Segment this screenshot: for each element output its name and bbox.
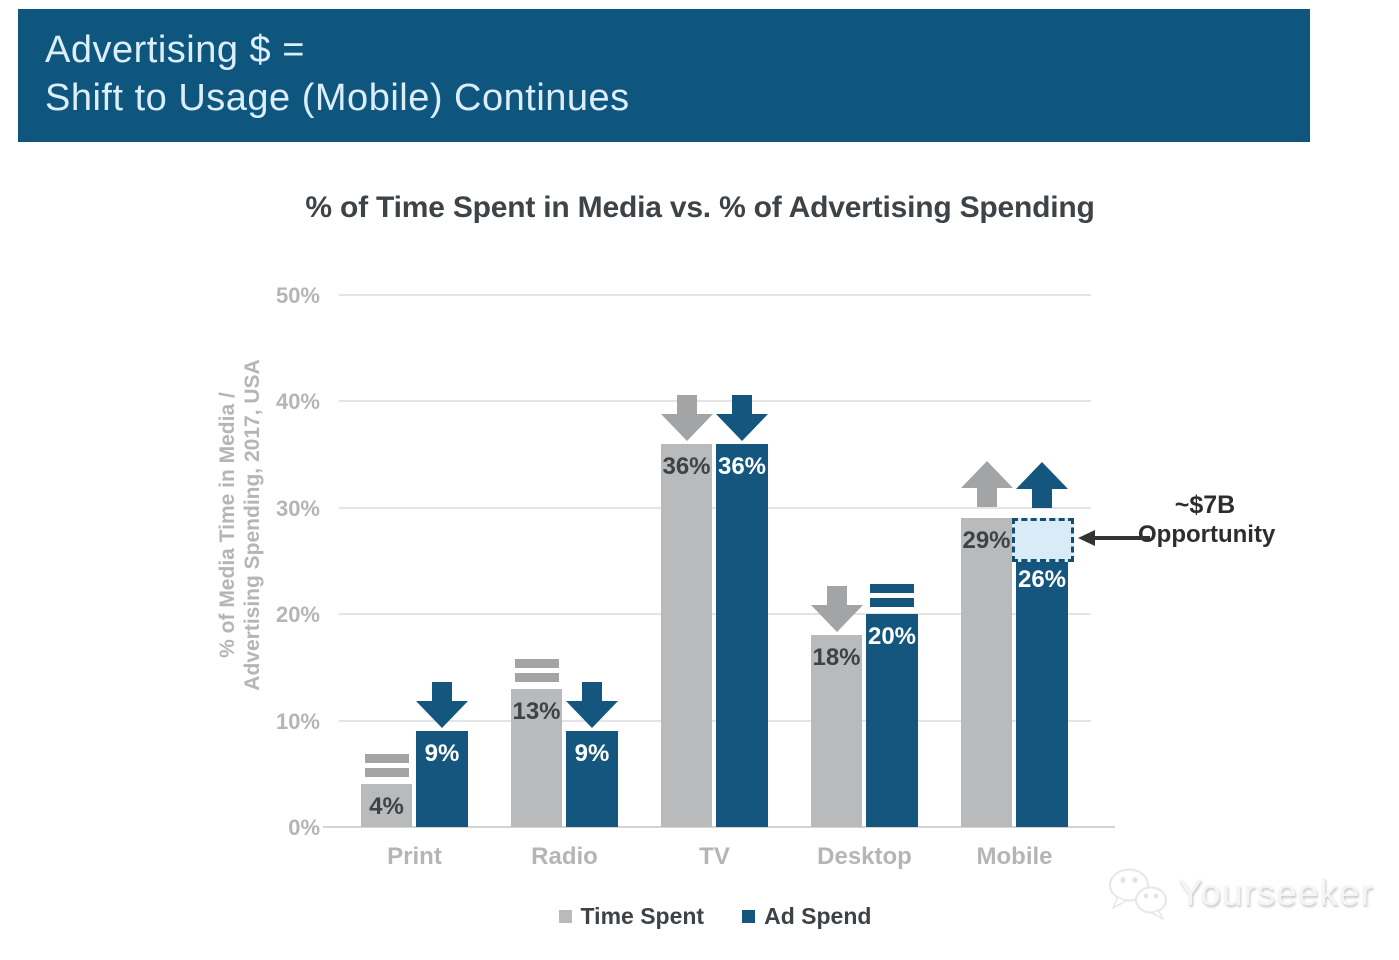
value-label: 26%: [1017, 566, 1067, 594]
legend-item-ad-spend: Ad Spend: [742, 903, 871, 930]
trend-up-icon: [1016, 462, 1068, 509]
value-label: 20%: [867, 623, 917, 651]
y-axis-tick: 0%: [288, 815, 320, 840]
trend-flat-icon: [364, 754, 409, 778]
trend-down-icon: [716, 394, 768, 441]
ad-spend-bar-mobile: 26%: [1012, 462, 1074, 827]
value-label: 29%: [962, 527, 1011, 555]
trend-up-icon: [960, 461, 1013, 508]
gridline: [339, 719, 1091, 722]
gridline: [339, 506, 1091, 509]
opportunity-box: [1012, 518, 1074, 563]
value-label: 36%: [717, 452, 767, 480]
value-label: 13%: [512, 697, 561, 725]
opportunity-annotation: ~$7B Opportunity: [1138, 490, 1276, 549]
annotation-arrow-icon: [1078, 529, 1150, 547]
chart-title: % of Time Spent in Media vs. % of Advert…: [305, 191, 1095, 224]
legend-label-ad-spend: Ad Spend: [764, 903, 872, 929]
trend-down-icon: [416, 682, 468, 729]
value-label: 18%: [812, 644, 861, 672]
time-spent-bar-radio: 13%: [511, 658, 562, 827]
gridline: [339, 294, 1091, 296]
ad-spend-bar-print: 9%: [416, 682, 468, 827]
trend-flat-icon: [870, 584, 914, 608]
watermark: Yourseeker: [1106, 866, 1374, 921]
y-axis-tick: 40%: [275, 389, 320, 415]
y-axis-tick: 30%: [275, 495, 320, 521]
time-spent-bar-tv: 36%: [660, 394, 713, 827]
header-banner: Advertising $ = Shift to Usage (Mobile) …: [18, 9, 1310, 142]
value-label: 9%: [424, 740, 460, 768]
header-line1: Advertising $ =: [45, 29, 305, 71]
time-spent-bar-mobile: 29%: [960, 461, 1013, 827]
value-label: 4%: [369, 793, 404, 821]
legend-item-time-spent: Time Spent: [558, 903, 705, 930]
bar-group-desktop: 18% 20% Desktop: [810, 295, 918, 870]
ad-spend-bar-tv: 36%: [716, 394, 768, 827]
y-axis-label: % of Media Time in Media / Advertising S…: [215, 225, 265, 825]
header-line2: Shift to Usage (Mobile) Continues: [45, 77, 630, 119]
x-axis-baseline: [323, 826, 1115, 828]
gridline: [339, 613, 1091, 616]
value-label: 36%: [662, 452, 711, 480]
opportunity-amount: ~$7B: [1174, 491, 1236, 519]
legend: Time Spent Ad Spend: [339, 903, 1091, 930]
category-label-desktop: Desktop: [817, 843, 912, 870]
plot-area: 4% 9% Print 13% 9% Radio 36% 36% TV 18% 20% Desktop…: [323, 294, 1115, 870]
y-axis-tick: 50%: [275, 283, 320, 308]
ad-spend-bar-desktop: 20%: [866, 584, 918, 827]
bar-group-radio: 13% 9% Radio: [511, 295, 618, 870]
ad-spend-swatch-icon: [742, 910, 756, 923]
trend-down-icon: [660, 394, 713, 441]
category-label-tv: TV: [699, 843, 730, 870]
value-label: 9%: [574, 740, 610, 768]
bar-group-tv: 36% 36% TV: [660, 295, 768, 870]
legend-label-time-spent: Time Spent: [580, 903, 705, 929]
gridline: [339, 400, 1091, 403]
ad-spend-bar-radio: 9%: [566, 682, 618, 827]
trend-down-icon: [810, 586, 863, 633]
bar-group-mobile: 29% 26% Mobile: [960, 295, 1074, 870]
y-axis-tick: 10%: [275, 708, 320, 734]
wechat-logo-icon: [1106, 866, 1172, 921]
trend-flat-icon: [514, 658, 559, 682]
y-axis-tick: 20%: [275, 602, 320, 628]
time-spent-bar-print: 4%: [361, 754, 412, 827]
y-axis-label-line1: % of Media Time in Media /: [216, 392, 239, 658]
watermark-text: Yourseeker: [1178, 872, 1374, 913]
category-label-mobile: Mobile: [976, 843, 1053, 870]
time-spent-bar-desktop: 18%: [810, 586, 863, 827]
time-spent-swatch-icon: [558, 910, 572, 923]
category-label-radio: Radio: [531, 843, 598, 870]
bar-group-print: 4% 9% Print: [361, 295, 468, 870]
trend-down-icon: [566, 682, 618, 729]
opportunity-label: Opportunity: [1138, 521, 1276, 548]
y-axis-label-line2: Advertising Spending, 2017, USA: [241, 359, 264, 691]
category-label-print: Print: [387, 843, 442, 870]
